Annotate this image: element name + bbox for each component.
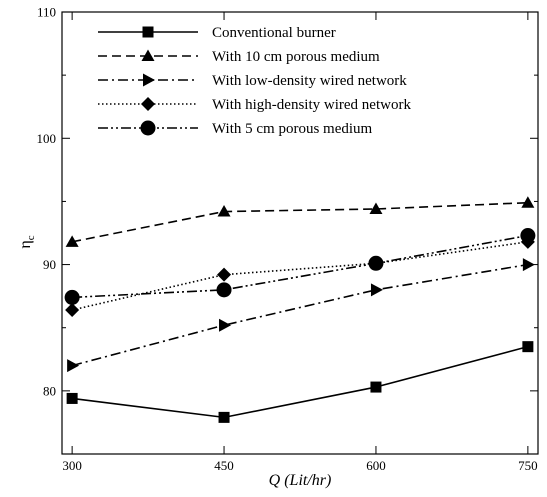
x-axis-title: Q (Lit/hr) [269,472,332,489]
data-point [217,267,232,282]
series-line [71,241,528,311]
series-line [72,345,529,419]
legend-marker [141,97,155,111]
data-point [369,202,383,215]
data-point [521,196,535,208]
series-0 [66,341,534,423]
data-point [216,282,232,298]
legend-marker [143,73,155,87]
x-tick-label: 450 [214,458,234,473]
legend-entry: Conventional burner [98,25,336,41]
legend-label: With low-density wired network [212,73,407,89]
legend-label: Conventional burner [212,25,336,41]
data-point [67,359,80,373]
series-4 [64,228,536,305]
data-point [522,258,535,272]
legend-entry: With low-density wired network [98,73,407,89]
x-tick-label: 750 [518,458,538,473]
data-point [218,411,230,423]
data-point [65,235,79,247]
legend-marker [142,26,154,38]
series-2 [67,258,535,373]
data-point [370,283,383,297]
data-point [219,318,232,332]
data-point [64,289,80,305]
y-axis-title: ηc [17,235,37,248]
y-tick-label: 100 [37,131,57,146]
x-tick-label: 600 [366,458,386,473]
legend-marker [140,120,156,136]
data-point [522,341,534,353]
y-tick-label: 90 [43,257,56,272]
plot-frame [61,11,539,455]
data-point [370,381,382,393]
data-point [217,205,231,217]
data-point [520,228,536,244]
y-tick-label: 110 [37,5,56,20]
y-tick-label: 80 [43,383,56,398]
series-line [71,201,528,243]
series-line [71,263,529,367]
legend-entry: With 10 cm porous medium [98,49,380,65]
legend-entry: With high-density wired network [98,97,411,113]
data-point [65,303,80,318]
data-point [368,255,384,271]
legend: Conventional burner With 10 cm porous med… [98,25,411,137]
series-line [72,234,529,299]
legend-label: With 10 cm porous medium [212,49,380,65]
legend-marker [141,49,155,61]
legend-label: With 5 cm porous medium [212,121,373,137]
y-axis-title-main: η [17,240,34,248]
legend-label: With high-density wired network [212,97,411,113]
y-axis-title-sub: c [25,235,37,240]
x-tick-label: 300 [62,458,82,473]
series-1 [65,196,535,247]
legend-entry: With 5 cm porous medium [98,120,373,137]
data-point [66,392,78,404]
series-layer [64,196,536,423]
axis-ticks: 300 450 600 750 80 90 100 110 [37,5,538,473]
